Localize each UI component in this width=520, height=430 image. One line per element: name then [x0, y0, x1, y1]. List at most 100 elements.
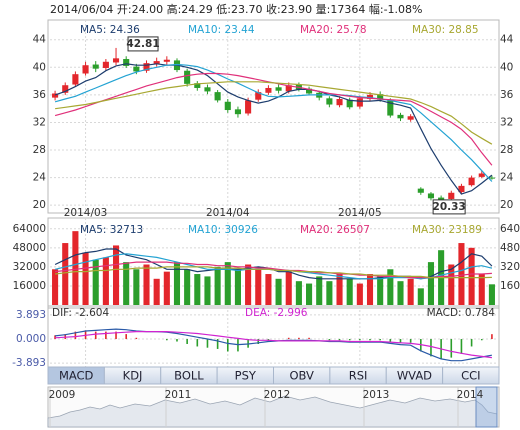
navigator-window[interactable]	[475, 386, 498, 428]
volume-bar	[184, 269, 191, 305]
volume-bar	[407, 278, 414, 305]
navigator-year: 2014	[457, 389, 484, 401]
volume-bar	[285, 271, 292, 305]
volume-bar	[255, 269, 262, 305]
legend-entry: DIF: -2.604	[52, 307, 109, 319]
volume-bar	[397, 281, 404, 305]
candle-body	[356, 98, 363, 107]
macd-bar	[257, 339, 260, 344]
macd-bar	[186, 339, 188, 344]
candle-body	[153, 61, 160, 64]
candle-body	[143, 63, 150, 71]
macd-bar	[206, 339, 209, 348]
macd-bar	[430, 339, 432, 357]
macd-bar	[338, 339, 341, 341]
macd-bar	[84, 330, 87, 340]
volume-bar	[488, 284, 495, 305]
macd-bar	[460, 339, 463, 354]
navigator-year: 2012	[264, 389, 291, 401]
y-tick-label-right: 16000	[500, 280, 520, 292]
navigator-year: 2013	[363, 389, 390, 401]
candle-body	[336, 99, 343, 106]
candle-body	[265, 87, 272, 93]
volume-bar	[72, 231, 79, 305]
candle-body	[92, 64, 99, 69]
y-tick-label: 28	[33, 144, 46, 156]
y-tick-label-right: 24	[500, 172, 514, 184]
panel-frame	[47, 19, 500, 214]
macd-bar	[450, 339, 453, 358]
volume-bar	[52, 269, 59, 305]
candle-body	[163, 59, 170, 62]
tab-label: BOLL	[174, 369, 204, 383]
tab[interactable]: PSY	[216, 366, 274, 385]
tab[interactable]: KDJ	[103, 366, 162, 385]
volume-bar	[62, 243, 69, 305]
volume-bar	[133, 269, 140, 305]
volume-bar	[265, 274, 272, 305]
macd-bar	[369, 339, 371, 341]
macd-bar	[328, 339, 331, 341]
candle-body	[468, 177, 475, 186]
macd-bar	[64, 334, 67, 340]
candle-body	[275, 87, 282, 91]
candle-body	[458, 185, 465, 193]
tab[interactable]: MACD	[47, 366, 105, 385]
macd-bar	[359, 339, 361, 341]
legend-entry: MA20: 25.78	[300, 24, 367, 36]
ma-line	[54, 63, 493, 195]
macd-bar	[491, 334, 493, 340]
candle-body	[478, 173, 485, 177]
tab[interactable]: WVAD	[385, 366, 444, 385]
candle-body	[245, 100, 252, 114]
volume-bar	[163, 271, 170, 305]
macd-bar	[94, 331, 97, 340]
volume-bar	[245, 264, 252, 305]
volume-bar	[316, 276, 323, 305]
candle-body	[448, 192, 455, 199]
y-tick-label-right: 20	[500, 199, 513, 211]
macd-bar	[409, 339, 412, 343]
macd-bar	[135, 337, 138, 340]
x-tick-label: 2014/04	[206, 207, 250, 219]
legend-entry: MA30: 28.85	[412, 24, 479, 36]
y-tick-label-right: 32	[500, 116, 513, 128]
volume-bar	[214, 266, 221, 305]
macd-bar	[420, 339, 422, 352]
volume-bar	[468, 247, 475, 305]
high-label: 42.81	[126, 38, 159, 50]
tab[interactable]: CCI	[442, 366, 500, 385]
candle-body	[255, 92, 262, 100]
volume-bar	[102, 257, 109, 305]
tab-bg	[442, 366, 500, 385]
high-label-box	[127, 36, 159, 52]
legend-entry: MA5: 32713	[80, 224, 143, 236]
panel-frame	[47, 217, 500, 309]
candle-body	[214, 92, 221, 101]
candle-body	[346, 99, 353, 108]
macd-bar	[480, 339, 483, 341]
y-tick-label-right: 36	[500, 89, 514, 101]
volume-bar	[417, 288, 424, 305]
tab[interactable]: BOLL	[160, 366, 218, 385]
legend-entry: DEA: -2.996	[245, 307, 308, 319]
tab[interactable]: RSI	[329, 366, 387, 385]
y-tick-label: 32000	[13, 261, 46, 273]
volume-bar	[204, 276, 211, 305]
macd-bar	[379, 339, 381, 341]
candle-body	[397, 114, 404, 119]
legend-entry: MA30: 23189	[412, 224, 482, 236]
navigator-year: 2009	[49, 389, 76, 401]
candle-body	[326, 98, 333, 105]
y-tick-label-right: 44	[500, 34, 514, 46]
y-tick-label: 40	[33, 61, 46, 73]
volume-bar	[356, 283, 363, 305]
volume-bar	[377, 276, 384, 305]
volume-bar	[224, 262, 231, 305]
y-tick-label: 20	[33, 199, 46, 211]
tab[interactable]: OBV	[273, 366, 331, 385]
ma-line	[55, 331, 492, 359]
volume-bar	[143, 264, 150, 305]
candle-body	[123, 59, 130, 66]
